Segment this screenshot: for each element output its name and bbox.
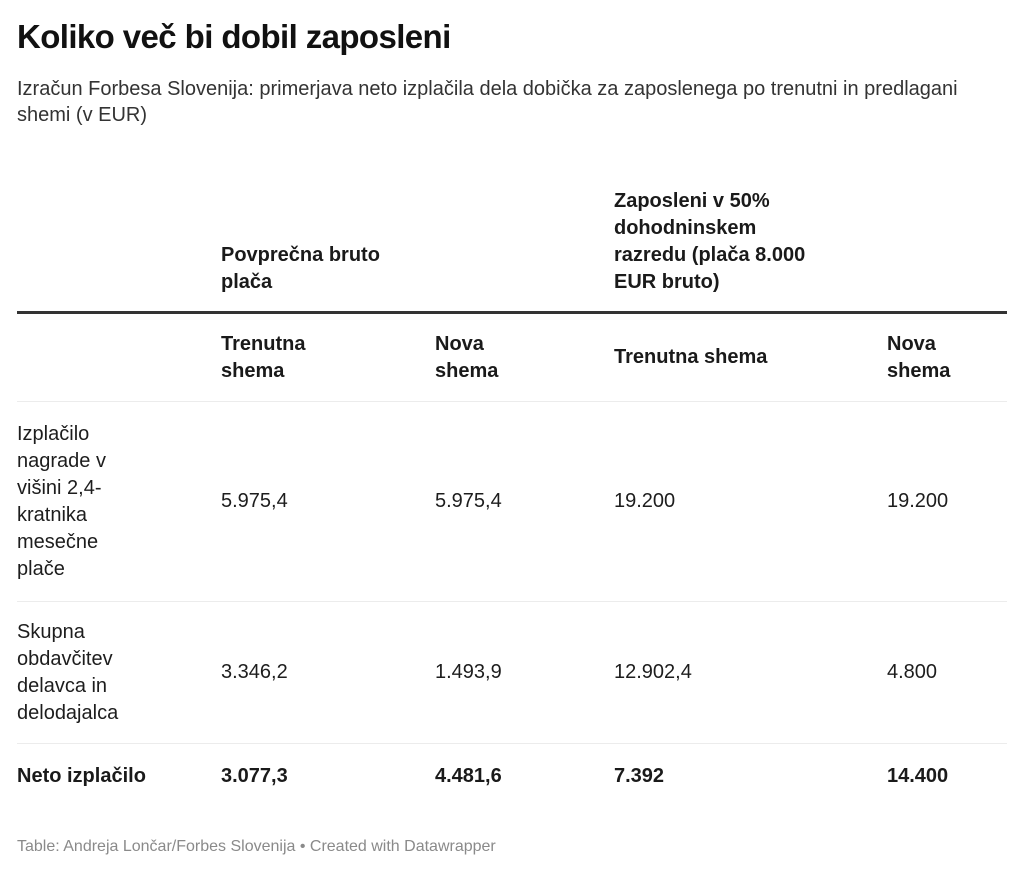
cell-value: 4.800 [887, 661, 938, 683]
group-header-average-salary: Povprečna bruto plača [221, 244, 380, 293]
table-row-total: Neto izplačilo 3.077,3 4.481,6 7.392 14.… [17, 744, 1007, 808]
column-header-new-scheme-50: Nova shema [887, 332, 951, 382]
cell-value: 14.400 [887, 764, 949, 787]
column-header-current-scheme-50: Trenutna shema [614, 346, 768, 368]
cell-value: 7.392 [614, 764, 665, 787]
cell-value: 5.975,4 [221, 490, 288, 512]
source-footer: Table: Andreja Lončar/Forbes Slovenija •… [17, 838, 496, 855]
cell-value: 19.200 [887, 490, 949, 512]
data-table: Povprečna bruto plača Zaposleni v 50% do… [17, 170, 1007, 808]
column-header-label [17, 314, 207, 401]
group-header-50-percent-bracket: Zaposleni v 50% dohodninskem razredu (pl… [614, 190, 806, 293]
row-label: Neto izplačilo [17, 764, 146, 787]
column-header-row: Trenutna shema Nova shema Trenutna shema… [17, 314, 1007, 402]
column-header-current-scheme-avg: Trenutna shema [221, 332, 306, 382]
cell-value: 5.975,4 [435, 490, 502, 512]
cell-value: 19.200 [614, 490, 676, 512]
group-header-row: Povprečna bruto plača Zaposleni v 50% do… [17, 170, 1007, 314]
row-label: Skupna obdavčitev delavca in delodajalca [17, 620, 119, 724]
row-label: Izplačilo nagrade v višini 2,4-kratnika … [17, 422, 106, 580]
cell-value: 3.346,2 [221, 661, 288, 683]
table-subtitle: Izračun Forbesa Slovenija: primerjava ne… [17, 78, 958, 126]
table-row: Skupna obdavčitev delavca in delodajalca… [17, 602, 1007, 744]
cell-value: 12.902,4 [614, 661, 692, 683]
cell-value: 3.077,3 [221, 764, 288, 787]
cell-value: 4.481,6 [435, 764, 502, 787]
table-row: Izplačilo nagrade v višini 2,4-kratnika … [17, 402, 1007, 602]
column-header-new-scheme-avg: Nova shema [435, 332, 499, 382]
table-title: Koliko več bi dobil zaposleni [17, 18, 451, 55]
cell-value: 1.493,9 [435, 661, 502, 683]
